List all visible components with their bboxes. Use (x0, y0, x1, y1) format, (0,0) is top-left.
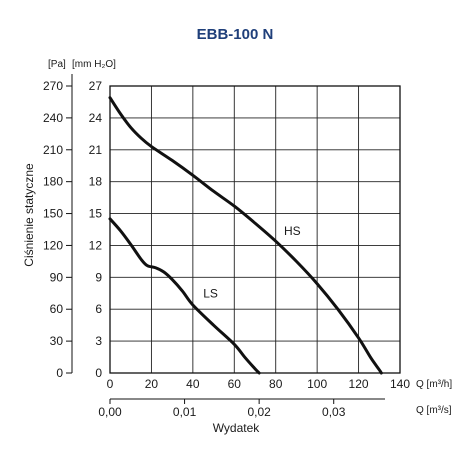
series-line-ls (108, 217, 261, 375)
plot-frame (109, 85, 401, 374)
x-axis-title: Wydatek (213, 421, 261, 435)
x-tick-label-m3h: 60 (228, 377, 242, 391)
y-tick-label-pa: 30 (50, 334, 64, 348)
y-tick-label-pa: 120 (43, 238, 63, 252)
x-tick-label-m3s: 0,01 (173, 405, 197, 419)
y-tick-label-mm: 9 (95, 270, 102, 284)
y-tick-label-pa: 180 (43, 175, 63, 189)
y-tick-label-mm: 6 (95, 302, 102, 316)
y-tick-label-mm: 15 (89, 207, 103, 221)
y-tick-label-pa: 210 (43, 143, 63, 157)
x-axis-m3h-ticks: 0 20 40 60 80 100 120 140 (107, 377, 411, 391)
series-line-hs (108, 96, 383, 375)
x-tick-label-m3h: 80 (269, 377, 283, 391)
y-axis-pa-ticks: 0 30 60 90 120 150 180 210 240 270 (43, 74, 73, 380)
y-tick-label-pa: 270 (43, 79, 63, 93)
y-tick-label-mm: 12 (89, 238, 103, 252)
y-tick-label-pa: 150 (43, 207, 63, 221)
x-tick-label-m3h: 140 (390, 377, 410, 391)
series-labels: HS LS (203, 224, 300, 301)
x-tick-label-m3h: 20 (145, 377, 159, 391)
x-tick-label-m3h: 120 (349, 377, 369, 391)
y-tick-label-pa: 90 (50, 270, 64, 284)
y-tick-label-pa: 240 (43, 111, 63, 125)
y-right-unit-label: [mm H₂O] (72, 59, 116, 70)
x-tick-label-m3s: 0,00 (98, 405, 122, 419)
x-tick-label-m3s: 0,02 (247, 405, 271, 419)
y-tick-label-mm: 0 (95, 366, 102, 380)
x-axis-m3s-unit-label: Q [m³/s] (416, 405, 452, 416)
y-tick-label-pa: 0 (56, 366, 63, 380)
chart-title: EBB-100 N (197, 26, 274, 43)
y-tick-label-mm: 3 (95, 334, 102, 348)
x-axis-m3h-unit-label: Q [m³/h] (416, 379, 452, 390)
y-axis-title: Ciśnienie statyczne (22, 163, 36, 267)
y-tick-label-mm: 27 (89, 79, 103, 93)
x-tick-label-m3h: 100 (307, 377, 327, 391)
grid (109, 85, 401, 374)
x-tick-label-m3h: 40 (186, 377, 200, 391)
series-group (108, 96, 383, 375)
x-tick-label-m3h: 0 (107, 377, 114, 391)
y-tick-label-pa: 60 (50, 302, 64, 316)
x-axis-m3s: 0,00 0,01 0,02 0,03 (98, 398, 385, 419)
series-label-hs: HS (284, 224, 301, 238)
plot-border (109, 85, 401, 374)
series-label-ls: LS (203, 287, 218, 301)
y-left-unit-label: [Pa] (48, 59, 66, 70)
y-tick-label-mm: 24 (89, 111, 103, 125)
y-tick-label-mm: 18 (89, 175, 103, 189)
x-tick-label-m3s: 0,03 (322, 405, 346, 419)
y-tick-label-mm: 21 (89, 143, 103, 157)
y-axis-mm-ticks: 0 3 6 9 12 15 18 21 24 27 (89, 79, 103, 380)
